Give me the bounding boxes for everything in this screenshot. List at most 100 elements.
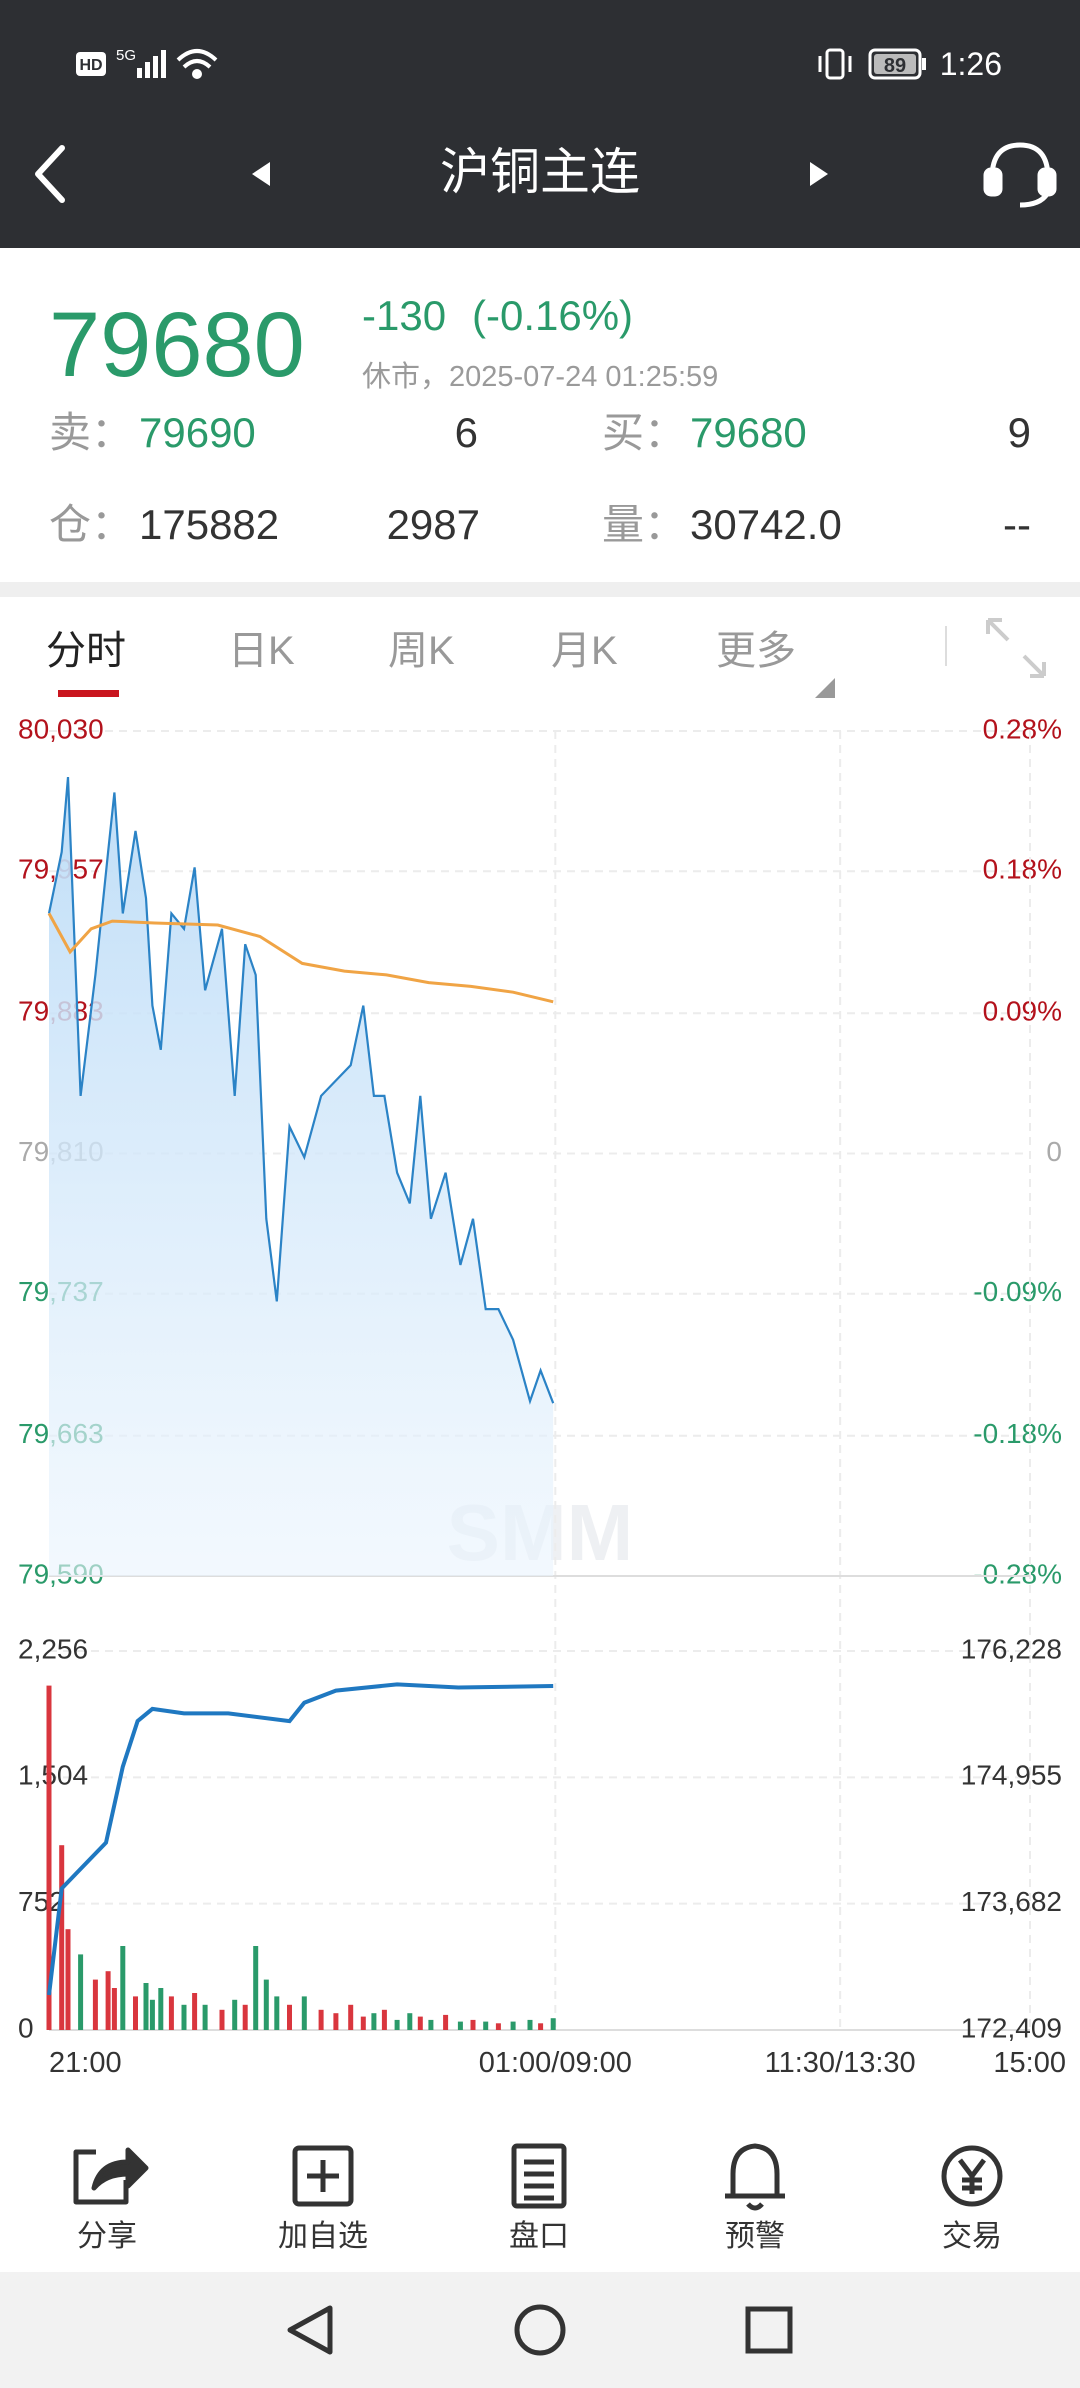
y2-tick-label: 174,955: [961, 1760, 1062, 1791]
y-tick-label: 1,504: [18, 1760, 88, 1791]
tab-underline: [58, 690, 119, 697]
y-tick-label: 80,030: [18, 713, 104, 744]
price-change: -130: [362, 292, 446, 339]
toolbar-icons: [73, 2143, 1003, 2211]
open-interest: 175882: [139, 501, 279, 548]
y2-tick-label: 172,409: [961, 2012, 1062, 2043]
nav-back[interactable]: [287, 2305, 333, 2355]
volume-value: 30742.0: [690, 501, 842, 548]
y2-tick-label: -0.09%: [973, 1276, 1062, 1307]
x-tick-label: 21:00: [49, 2047, 122, 2079]
prev-contract[interactable]: [252, 162, 270, 186]
volume-bar: [348, 2004, 354, 2030]
ask-price: 79690: [139, 409, 256, 456]
toolbar-label[interactable]: 加自选: [278, 2220, 368, 2253]
volume-bar: [483, 2021, 489, 2030]
y2-tick-label: 0.28%: [983, 713, 1062, 744]
nav-home[interactable]: [514, 2304, 566, 2356]
market-status: 休市，2025-07-24 01:25:59: [362, 360, 718, 393]
price-change-pct: (-0.16%): [472, 292, 633, 339]
volume-bar: [550, 2018, 556, 2030]
volume-bar: [78, 1954, 84, 2030]
alert-icon[interactable]: [725, 2143, 785, 2211]
y2-tick-label: 176,228: [961, 1633, 1062, 1664]
volume-bar: [232, 1999, 238, 2030]
oi-change: 2987: [387, 501, 480, 548]
y2-tick-label: 0.18%: [983, 854, 1062, 885]
section-divider: [0, 582, 1080, 597]
tab[interactable]: 更多: [716, 629, 796, 673]
battery-label: 89: [884, 55, 906, 77]
signal-icon: [137, 50, 166, 78]
battery-tip: [922, 58, 926, 70]
volume-bar: [149, 1999, 155, 2030]
hd-badge: [76, 52, 106, 76]
volume-bar: [133, 1996, 138, 2030]
orderbook-icon[interactable]: [511, 2143, 567, 2209]
battery-level: [874, 54, 916, 74]
trade-icon[interactable]: [941, 2145, 1003, 2207]
volume-bar: [527, 2019, 533, 2030]
tab[interactable]: 月K: [551, 629, 618, 673]
add-watchlist-icon[interactable]: [292, 2145, 354, 2207]
volume-bar: [263, 1979, 269, 2030]
volume-bar: [242, 2004, 248, 2030]
more-caret: [815, 678, 835, 698]
tab[interactable]: 日K: [228, 629, 295, 673]
nav-recent[interactable]: [745, 2306, 793, 2354]
volume-bar: [111, 1988, 117, 2030]
open-interest-line: [47, 1682, 554, 1996]
ask-label: 卖：: [49, 409, 133, 456]
average-line: [47, 912, 554, 1004]
toolbar-label[interactable]: 预警: [725, 2220, 785, 2253]
price-chart: SMM80,03079,95779,88379,81079,73779,6637…: [18, 713, 1066, 2079]
volume-bar: [59, 1845, 65, 2030]
tab[interactable]: 分时: [46, 629, 126, 673]
vibrate-icon: [818, 48, 852, 80]
volume-bar: [92, 1979, 98, 2030]
volume-bar: [495, 2023, 501, 2030]
volume-bar: [417, 2016, 423, 2030]
clock: 1:26: [940, 46, 1002, 82]
toolbar-label[interactable]: 分享: [77, 2220, 137, 2253]
tab[interactable]: 周K: [388, 629, 455, 673]
bid-volume: 9: [1008, 409, 1031, 456]
volume-label: 量：: [602, 501, 686, 548]
next-contract[interactable]: [810, 162, 828, 186]
back-button[interactable]: [35, 145, 65, 203]
fullscreen-button[interactable]: [986, 618, 1046, 678]
y2-tick-label: 0: [1046, 1136, 1062, 1167]
volume-bar: [470, 2019, 476, 2030]
volume-bar: [253, 1946, 259, 2030]
volume-bar: [65, 1929, 71, 2030]
volume-bar: [158, 1988, 164, 2030]
extra-value: --: [1003, 501, 1031, 548]
bid-price: 79680: [690, 409, 807, 456]
toolbar-label[interactable]: 交易: [942, 2220, 1002, 2253]
volume-bar: [443, 2014, 449, 2030]
volume-bar: [510, 2021, 516, 2030]
volume-bar: [428, 2019, 434, 2030]
volume-bar: [301, 1996, 307, 2030]
y2-tick-label: -0.28%: [973, 1558, 1062, 1589]
volume-bar: [143, 1983, 149, 2030]
toolbar-label[interactable]: 盘口: [509, 2220, 569, 2253]
volume-bar: [360, 2016, 366, 2030]
volume-bar: [192, 1993, 198, 2030]
oi-label: 仓：: [49, 501, 133, 548]
service-icon[interactable]: [983, 142, 1057, 208]
x-tick-label: 11:30/13:30: [765, 2047, 916, 2079]
wifi-icon: [176, 49, 218, 79]
x-tick-label: 01:00/09:00: [479, 2047, 632, 2079]
volume-bar: [46, 1685, 52, 2030]
volume-bar: [318, 2009, 324, 2030]
volume-bar: [407, 2013, 413, 2030]
price-line: [47, 777, 555, 1405]
signal-label: 5G: [116, 47, 136, 64]
share-icon[interactable]: [73, 2147, 149, 2205]
volume-bar: [120, 1946, 126, 2030]
battery-outline: [868, 48, 922, 80]
volume-bar: [202, 2004, 208, 2030]
y-tick-label: 0: [18, 2012, 34, 2043]
